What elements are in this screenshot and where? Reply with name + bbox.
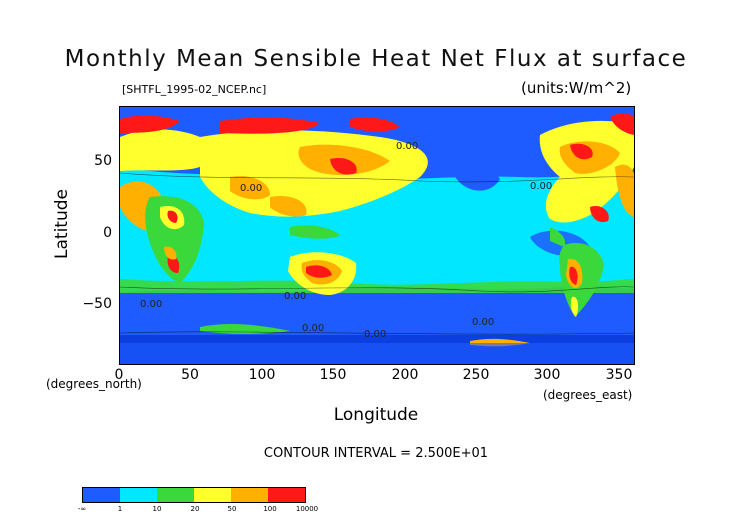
colorbar-cell-6 <box>268 488 305 502</box>
contour-label: 0.00 <box>364 329 386 340</box>
y-tick-50: 50 <box>94 153 112 169</box>
x-tick-300: 300 <box>533 367 561 383</box>
contour-label: 0.00 <box>530 181 552 192</box>
x-axis-units: (degrees_east) <box>543 388 633 402</box>
contour-label: 0.00 <box>302 323 324 334</box>
y-tick-minus50: −50 <box>82 296 112 312</box>
africa <box>145 196 204 283</box>
colorbar-label: 10000 <box>295 505 319 513</box>
y-axis-units: (degrees_north) <box>46 377 142 391</box>
colorbar-label: -∞ <box>77 505 87 513</box>
flux-map-svg: 0.00 0.00 0.00 0.00 0.00 0.00 0.00 0.00 <box>120 107 634 364</box>
colorbar-label: 50 <box>227 505 237 513</box>
colorbar <box>82 487 306 503</box>
colorbar-label: 1 <box>117 505 123 513</box>
map-title: Monthly Mean Sensible Heat Net Flux at s… <box>64 46 688 72</box>
colorbar-cell-1 <box>83 488 120 502</box>
x-tick-150: 150 <box>319 367 347 383</box>
colorbar-label: 10 <box>152 505 162 513</box>
colorbar-cell-3 <box>157 488 194 502</box>
contour-label: 0.00 <box>140 299 162 310</box>
x-tick-250: 250 <box>462 367 490 383</box>
x-tick-100: 100 <box>248 367 276 383</box>
colorbar-label: 100 <box>263 505 277 513</box>
contour-label: 0.00 <box>396 141 418 152</box>
colorbar-label: 20 <box>190 505 200 513</box>
x-axis-label: Longitude <box>333 405 419 425</box>
file-label: [SHTFL_1995-02_NCEP.nc] <box>122 83 267 96</box>
colorbar-cell-4 <box>194 488 231 502</box>
contour-label: 0.00 <box>472 317 494 328</box>
x-tick-350: 350 <box>605 367 633 383</box>
x-tick-0: 0 <box>114 367 124 383</box>
x-tick-200: 200 <box>391 367 419 383</box>
contour-interval-text: CONTOUR INTERVAL = 2.500E+01 <box>263 446 489 461</box>
contour-label: 0.00 <box>284 291 306 302</box>
contour-label: 0.00 <box>240 183 262 194</box>
colorbar-cell-2 <box>120 488 157 502</box>
x-tick-50: 50 <box>181 367 199 383</box>
units-label: (units:W/m^2) <box>521 79 632 97</box>
colorbar-cell-5 <box>231 488 268 502</box>
flux-map: 0.00 0.00 0.00 0.00 0.00 0.00 0.00 0.00 <box>119 106 635 365</box>
y-tick-0: 0 <box>103 225 112 241</box>
y-axis-label: Latitude <box>52 189 72 259</box>
